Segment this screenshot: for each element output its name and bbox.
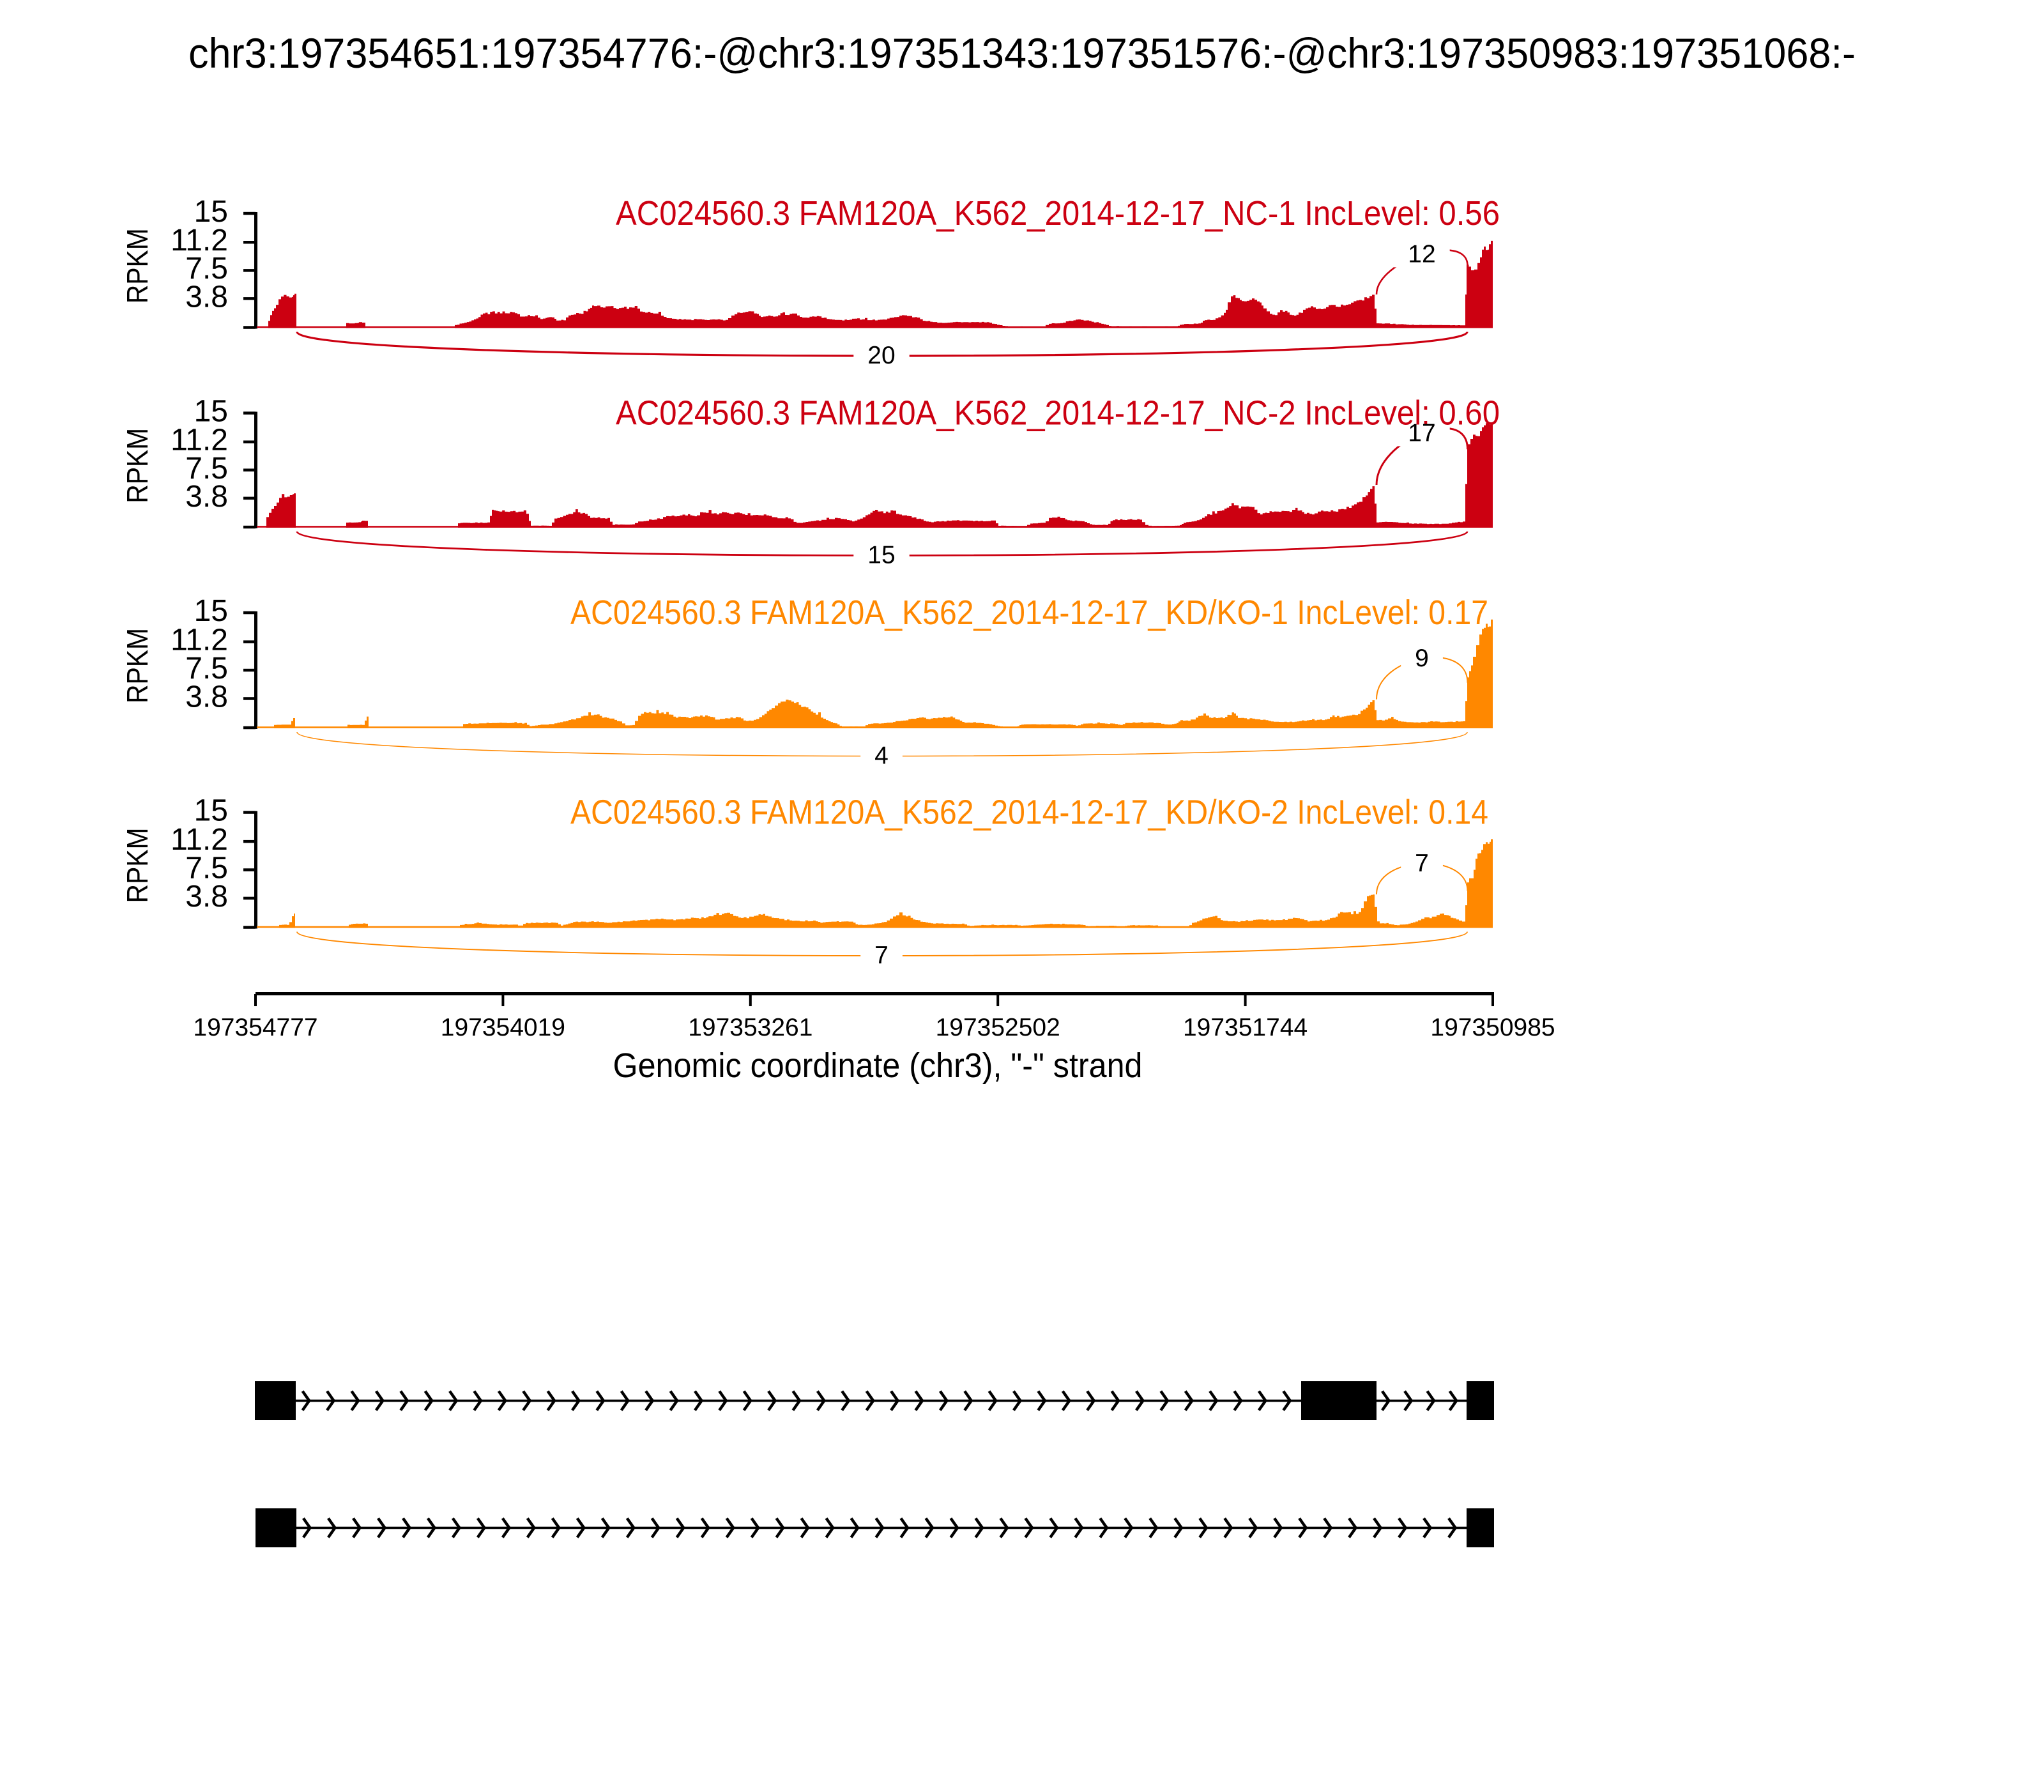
- svg-text:197352502: 197352502: [936, 1014, 1060, 1041]
- svg-text:3.8: 3.8: [185, 480, 228, 514]
- svg-text:3.8: 3.8: [185, 880, 228, 914]
- svg-text:20: 20: [867, 342, 895, 369]
- svg-text:4: 4: [874, 742, 889, 770]
- svg-text:7.5: 7.5: [185, 852, 228, 885]
- svg-text:15: 15: [194, 594, 228, 628]
- svg-text:197354777: 197354777: [193, 1014, 317, 1041]
- svg-text:7.5: 7.5: [185, 652, 228, 685]
- svg-text:17: 17: [1408, 419, 1435, 447]
- svg-text:RPKM: RPKM: [121, 828, 154, 903]
- svg-text:15: 15: [867, 542, 895, 569]
- svg-text:197350985: 197350985: [1430, 1014, 1555, 1041]
- svg-text:AC024560.3 FAM120A_K562_2014-1: AC024560.3 FAM120A_K562_2014-12-17_NC-1 …: [616, 194, 1500, 233]
- svg-text:15: 15: [194, 794, 228, 828]
- svg-text:7.5: 7.5: [185, 252, 228, 286]
- svg-text:197354019: 197354019: [441, 1014, 565, 1041]
- svg-text:11.2: 11.2: [171, 624, 228, 657]
- svg-text:RPKM: RPKM: [121, 628, 154, 703]
- svg-text:11.2: 11.2: [171, 424, 228, 457]
- svg-text:9: 9: [1415, 645, 1429, 672]
- svg-text:chr3:197354651:197354776:-@chr: chr3:197354651:197354776:-@chr3:19735134…: [188, 29, 1856, 77]
- svg-text:15: 15: [194, 395, 228, 429]
- svg-text:11.2: 11.2: [171, 224, 228, 257]
- svg-text:3.8: 3.8: [185, 680, 228, 714]
- svg-text:15: 15: [194, 195, 228, 229]
- svg-text:RPKM: RPKM: [121, 228, 154, 303]
- svg-text:Genomic coordinate (chr3), "-": Genomic coordinate (chr3), "-" strand: [613, 1046, 1143, 1085]
- svg-text:AC024560.3 FAM120A_K562_2014-1: AC024560.3 FAM120A_K562_2014-12-17_KD/KO…: [570, 594, 1488, 632]
- svg-text:7.5: 7.5: [185, 452, 228, 486]
- svg-text:7: 7: [1415, 850, 1429, 877]
- svg-text:3.8: 3.8: [185, 280, 228, 314]
- svg-text:AC024560.3 FAM120A_K562_2014-1: AC024560.3 FAM120A_K562_2014-12-17_NC-2 …: [616, 394, 1500, 433]
- svg-text:197353261: 197353261: [688, 1014, 812, 1041]
- svg-text:7: 7: [874, 942, 889, 969]
- svg-text:11.2: 11.2: [171, 823, 228, 857]
- svg-text:AC024560.3 FAM120A_K562_2014-1: AC024560.3 FAM120A_K562_2014-12-17_KD/KO…: [570, 793, 1488, 832]
- svg-text:RPKM: RPKM: [121, 428, 154, 503]
- svg-text:197351744: 197351744: [1183, 1014, 1308, 1041]
- svg-text:12: 12: [1408, 240, 1435, 268]
